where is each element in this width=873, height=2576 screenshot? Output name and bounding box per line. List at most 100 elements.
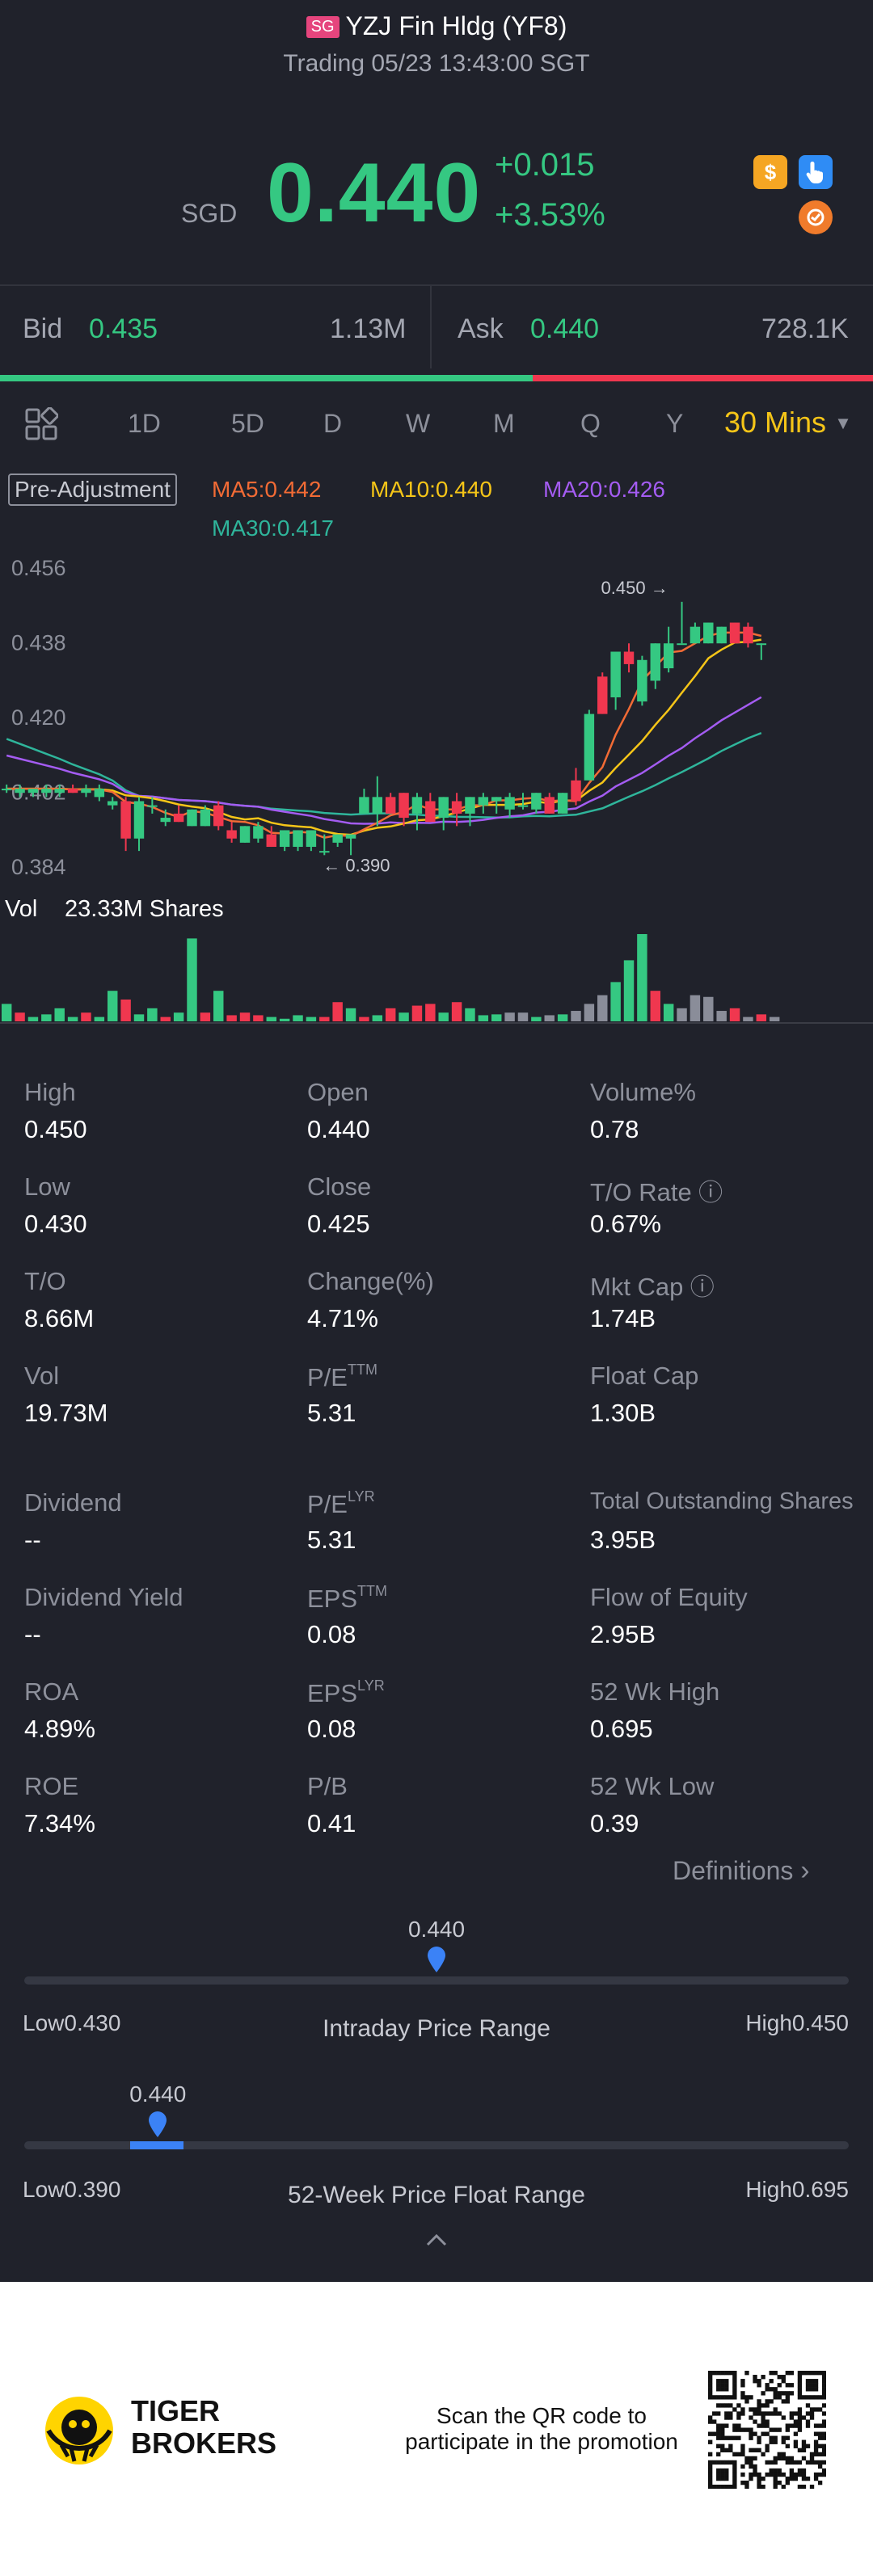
qr-module <box>728 2403 733 2408</box>
qr-module <box>817 2435 823 2440</box>
qr-code[interactable] <box>708 2371 826 2489</box>
qr-module <box>708 2468 713 2473</box>
stat-label-sup: TTM <box>357 1583 388 1599</box>
grid-icon[interactable] <box>24 406 59 448</box>
qr-module <box>720 2427 725 2432</box>
ma20-line <box>6 696 762 825</box>
qr-module <box>753 2375 757 2380</box>
stat-label-text: Total Outstanding Shares <box>590 1488 854 1514</box>
ma10-line <box>6 638 761 836</box>
qr-module <box>753 2468 757 2473</box>
volume-bar <box>743 1017 753 1021</box>
volume-bar <box>120 1000 131 1021</box>
volume-bar <box>293 1015 303 1021</box>
qr-module <box>724 2395 729 2400</box>
qr-module <box>765 2419 770 2424</box>
qr-module <box>761 2391 765 2396</box>
tab-d[interactable]: D <box>323 409 343 438</box>
qr-module <box>801 2395 807 2400</box>
qr-module <box>732 2464 737 2469</box>
candle <box>690 626 701 644</box>
candle <box>41 789 52 793</box>
qr-module <box>728 2460 733 2465</box>
qr-module <box>716 2476 721 2481</box>
qr-module <box>740 2427 745 2432</box>
qr-module <box>720 2379 725 2384</box>
week52-range-title: 52-Week Price Float Range <box>288 2182 585 2208</box>
candle <box>677 643 687 646</box>
currency-label: SGD <box>181 199 238 228</box>
qr-module <box>757 2403 761 2408</box>
stat-label: Mkt Cap ⓘ <box>590 1267 715 1303</box>
qr-module <box>773 2427 778 2432</box>
qr-module <box>793 2423 799 2428</box>
qr-module <box>769 2435 774 2440</box>
volume-bar <box>372 1015 383 1021</box>
qr-module <box>720 2395 725 2400</box>
qr-module <box>728 2415 733 2420</box>
qr-module <box>781 2379 786 2384</box>
qr-module <box>716 2371 721 2376</box>
info-icon[interactable]: ⓘ <box>683 1274 715 1301</box>
ma10-label: MA10:0.440 <box>370 477 492 502</box>
qr-module <box>732 2423 737 2428</box>
qr-module <box>781 2484 786 2489</box>
location-pin-icon <box>426 1946 447 1977</box>
qr-module <box>809 2452 815 2457</box>
qr-module <box>805 2423 811 2428</box>
tab-q[interactable]: Q <box>580 409 601 438</box>
volume-bar <box>306 1017 317 1021</box>
volume-bar <box>173 1012 184 1021</box>
qr-module <box>797 2472 803 2477</box>
qr-module <box>720 2468 725 2473</box>
ma5-label: MA5:0.442 <box>212 477 322 502</box>
dollar-icon[interactable]: $ <box>753 155 787 189</box>
tab-y[interactable]: Y <box>666 409 684 438</box>
share-icon[interactable] <box>799 200 833 234</box>
period-tabs: 1D 5D D W M Q Y 30 Mins ▼ <box>0 402 873 446</box>
qr-module <box>716 2484 721 2489</box>
qr-module <box>813 2371 819 2376</box>
stat-label-text: Mkt Cap <box>590 1273 684 1301</box>
tab-1d[interactable]: 1D <box>128 409 161 438</box>
stat-value: 0.430 <box>24 1210 87 1238</box>
qr-module <box>728 2371 733 2376</box>
tab-m[interactable]: M <box>493 409 515 438</box>
volume-bar <box>266 1017 276 1021</box>
qr-module <box>777 2411 782 2416</box>
tab-5d[interactable]: 5D <box>231 409 264 438</box>
candle <box>1 789 12 791</box>
volume-bar <box>41 1014 52 1021</box>
tab-30-mins[interactable]: 30 Mins ▼ <box>724 406 852 440</box>
volume-bar <box>1 1004 12 1021</box>
hand-pointer-icon[interactable] <box>799 155 833 189</box>
stat-value: 0.39 <box>590 1809 639 1837</box>
qr-module <box>740 2448 745 2452</box>
stat-label: Volume% <box>590 1078 696 1107</box>
definitions-link[interactable]: Definitions › <box>673 1855 810 1887</box>
volume-bar <box>147 1008 158 1021</box>
qr-module <box>708 2480 713 2486</box>
x-tick-label: 5/23 <box>624 1031 667 1034</box>
qr-module <box>765 2403 770 2408</box>
volume-bar <box>54 1008 65 1021</box>
pre-adjustment-toggle[interactable]: Pre-Adjustment <box>8 474 177 506</box>
chevron-up-icon[interactable] <box>425 2232 448 2252</box>
qr-module <box>749 2472 753 2477</box>
qr-module <box>724 2403 729 2408</box>
qr-module <box>761 2484 765 2489</box>
stat-label: P/ETTM <box>307 1362 377 1392</box>
price-change-percent: +3.53% <box>495 197 605 233</box>
info-icon[interactable]: ⓘ <box>691 1180 723 1206</box>
stat-label: Open <box>307 1078 369 1107</box>
qr-module <box>761 2415 765 2420</box>
qr-module <box>749 2427 753 2432</box>
qr-module <box>773 2480 778 2486</box>
tab-w[interactable]: W <box>406 409 431 438</box>
candle <box>557 793 568 814</box>
qr-module <box>728 2448 733 2452</box>
qr-module <box>797 2407 803 2412</box>
volume-bar <box>729 1008 740 1021</box>
volume-bar <box>571 1011 581 1021</box>
